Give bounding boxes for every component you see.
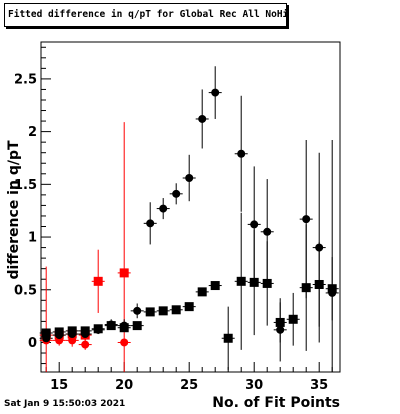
y-tick-label: 1 xyxy=(28,231,37,246)
square-marker xyxy=(119,268,129,278)
circle-marker xyxy=(172,189,181,198)
x-tick-label: 25 xyxy=(180,378,198,393)
y-axis-title: difference in q/pT xyxy=(6,140,22,279)
square-marker xyxy=(41,328,51,338)
x-tick-label: 35 xyxy=(310,378,328,393)
timestamp: Sat Jan 9 15:50:03 2021 xyxy=(4,399,126,409)
square-marker xyxy=(223,333,233,343)
circle-marker xyxy=(211,88,220,97)
square-marker xyxy=(184,302,194,312)
y-tick-label: 0 xyxy=(28,336,37,351)
square-marker xyxy=(327,284,337,294)
y-tick-label: 2.5 xyxy=(14,72,37,87)
square-marker xyxy=(93,276,103,286)
square-marker xyxy=(158,306,168,316)
circle-marker xyxy=(237,149,246,158)
square-marker xyxy=(132,321,142,331)
circle-marker xyxy=(81,340,90,349)
x-tick-label: 20 xyxy=(115,378,133,393)
square-marker xyxy=(236,276,246,286)
y-tick-label: 2 xyxy=(28,125,37,140)
x-tick-label: 30 xyxy=(245,378,263,393)
circle-marker xyxy=(276,325,285,334)
square-marker xyxy=(197,287,207,297)
square-marker xyxy=(249,277,259,287)
square-marker xyxy=(171,305,181,315)
square-marker xyxy=(119,323,129,333)
square-marker xyxy=(288,314,298,324)
square-marker xyxy=(93,324,103,334)
square-marker xyxy=(275,317,285,327)
data-markers xyxy=(41,88,337,349)
circle-marker xyxy=(315,243,324,252)
square-marker xyxy=(80,326,90,336)
circle-marker xyxy=(185,174,194,183)
axis-ticks: 15 20 25 30 35 0 0.5 1 1.5 2 2.5 xyxy=(14,46,333,393)
circle-marker xyxy=(133,306,142,315)
square-marker xyxy=(210,281,220,291)
square-marker xyxy=(67,326,77,336)
circle-marker xyxy=(198,114,207,123)
circle-marker xyxy=(146,219,155,228)
x-tick-label: 15 xyxy=(50,378,68,393)
chart-title: Fitted difference in q/pT for Global Rec… xyxy=(4,3,287,27)
y-tick-label: 0.5 xyxy=(14,283,37,298)
circle-marker xyxy=(159,204,168,213)
square-marker xyxy=(301,283,311,293)
square-marker xyxy=(262,278,272,288)
square-marker xyxy=(54,327,64,337)
y-tick-label: 1.5 xyxy=(14,178,37,193)
circle-marker xyxy=(263,227,272,236)
x-axis-title: No. of Fit Points xyxy=(212,395,340,411)
circle-marker xyxy=(302,215,311,224)
square-marker xyxy=(314,279,324,289)
circle-marker xyxy=(250,220,259,229)
square-marker xyxy=(106,321,116,331)
circle-marker xyxy=(120,338,129,347)
square-marker xyxy=(145,307,155,317)
